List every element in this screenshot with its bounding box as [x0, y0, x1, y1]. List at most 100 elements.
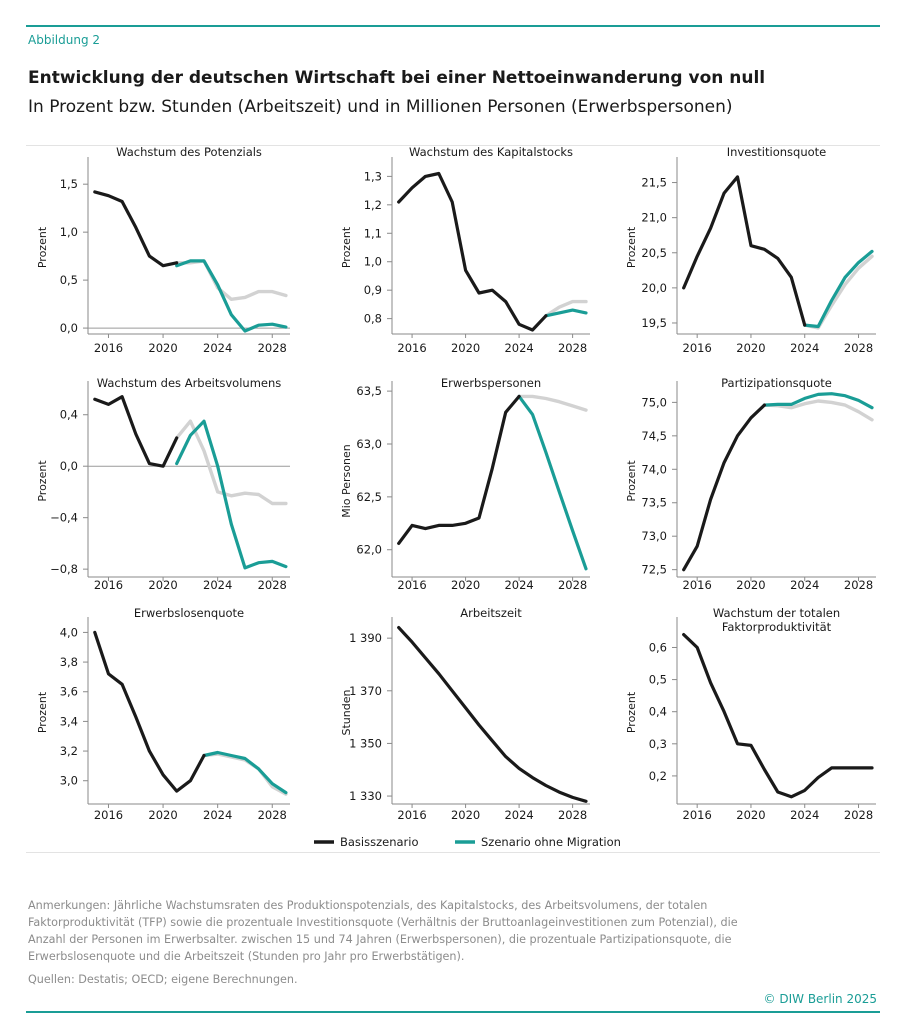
y-tick-label: 3,8 — [60, 655, 78, 669]
y-tick-label: 4,0 — [60, 625, 78, 639]
y-tick-label: 20,5 — [641, 246, 667, 260]
y-axis-label: Prozent — [625, 691, 638, 733]
x-tick-label: 2020 — [736, 808, 765, 822]
x-tick-label: 2016 — [397, 808, 426, 822]
y-tick-label: 62,5 — [356, 490, 382, 504]
x-tick-label: 2020 — [451, 341, 480, 355]
series-line-basis-overlap — [762, 399, 874, 422]
x-tick-label: 2020 — [451, 578, 480, 592]
x-tick-label: 2028 — [258, 578, 287, 592]
x-tick-label: 2016 — [94, 341, 123, 355]
x-tick-label: 2016 — [397, 341, 426, 355]
chart-title: Wachstum der totalen — [713, 606, 840, 620]
series-line-basis — [682, 633, 874, 799]
sources-text: Quellen: Destatis; OECD; eigene Berechnu… — [28, 973, 298, 986]
x-tick-label: 2028 — [844, 578, 873, 592]
x-tick-label: 2024 — [790, 808, 819, 822]
x-tick-label: 2016 — [397, 578, 426, 592]
y-tick-label: 0,5 — [60, 273, 78, 287]
y-tick-label: 0,3 — [649, 737, 667, 751]
x-tick-label: 2016 — [94, 808, 123, 822]
figure-label: Abbildung 2 — [28, 33, 101, 47]
bottom-rule — [26, 1011, 880, 1013]
x-tick-label: 2016 — [94, 578, 123, 592]
y-tick-label: 0,5 — [649, 673, 667, 687]
x-tick-label: 2028 — [844, 341, 873, 355]
x-tick-label: 2016 — [683, 808, 712, 822]
y-tick-label: 20,0 — [641, 281, 667, 295]
y-axis-label: Prozent — [625, 226, 638, 268]
series-line-migration — [517, 394, 588, 571]
y-tick-label: 1,0 — [60, 225, 78, 239]
x-tick-label: 2020 — [451, 808, 480, 822]
y-tick-label: 0,2 — [649, 769, 667, 783]
y-tick-label: 21,5 — [641, 176, 667, 190]
y-axis-label: Prozent — [36, 226, 49, 268]
series-line-basis-overlap — [175, 259, 288, 301]
y-tick-label: −0,4 — [50, 511, 78, 525]
chart-panel-5: Erwerbspersonen 62,0 62,5 63,0 63,5 2016 2020 2… — [340, 376, 590, 592]
y-tick-label: 1,1 — [364, 226, 382, 240]
chart-title: Faktorproduktivität — [722, 620, 832, 634]
y-tick-label: 72,5 — [641, 563, 667, 577]
chart-title: Partizipationsquote — [721, 376, 832, 390]
chart-grid: Wachstum des Potenzials 0,0 0,5 1,0 1,5 2016 2… — [36, 145, 876, 849]
x-tick-label: 2016 — [683, 341, 712, 355]
notes-text: Anmerkungen: Jährliche Wachstumsraten de… — [28, 899, 738, 963]
chart-panel-4: Wachstum des Arbeitsvolumens −0,8 −0,4 0,0 0… — [36, 376, 290, 592]
x-tick-label: 2024 — [203, 808, 232, 822]
chart-title: Wachstum des Potenzials — [116, 145, 262, 159]
series-line-migration — [544, 308, 588, 318]
y-tick-label: 0,6 — [649, 640, 667, 654]
series-line-basis — [93, 630, 206, 793]
x-tick-label: 2024 — [790, 578, 819, 592]
x-tick-label: 2020 — [736, 578, 765, 592]
y-tick-label: 0,0 — [60, 459, 78, 473]
series-line-basis — [397, 626, 588, 803]
y-tick-label: 1 350 — [349, 736, 382, 750]
y-tick-label: 62,0 — [356, 543, 382, 557]
y-tick-label: 75,0 — [641, 395, 667, 409]
x-tick-label: 2024 — [504, 808, 533, 822]
y-tick-label: 1,3 — [364, 169, 382, 183]
header-separator — [26, 145, 880, 146]
x-tick-label: 2028 — [558, 808, 587, 822]
y-tick-label: 73,5 — [641, 496, 667, 510]
x-tick-label: 2028 — [258, 341, 287, 355]
x-tick-label: 2020 — [148, 341, 177, 355]
series-line-basis — [682, 175, 807, 327]
x-tick-label: 2028 — [558, 341, 587, 355]
x-tick-label: 2024 — [203, 578, 232, 592]
series-line-basis-overlap — [544, 299, 588, 318]
y-tick-label: −0,8 — [50, 562, 78, 576]
y-tick-label: 0,4 — [649, 705, 667, 719]
legend-label-migration: Szenario ohne Migration — [481, 835, 621, 849]
chart-title: Erwerbslosenquote — [134, 606, 244, 620]
x-tick-label: 2028 — [258, 808, 287, 822]
y-tick-label: 74,5 — [641, 429, 667, 443]
y-tick-label: 1,0 — [364, 255, 382, 269]
series-line-basis-overlap — [803, 254, 874, 330]
y-tick-label: 0,8 — [364, 312, 382, 326]
footer-separator — [26, 852, 880, 853]
x-tick-label: 2016 — [683, 578, 712, 592]
y-tick-label: 63,0 — [356, 437, 382, 451]
chart-panel-1: Wachstum des Potenzials 0,0 0,5 1,0 1,5 2016 2… — [36, 145, 290, 355]
y-tick-label: 0,4 — [60, 408, 78, 422]
series-line-basis — [682, 403, 766, 572]
copyright-text: © DIW Berlin 2025 — [763, 992, 877, 1006]
y-tick-label: 19,5 — [641, 316, 667, 330]
series-line-basis-overlap — [517, 394, 588, 412]
x-tick-label: 2024 — [504, 578, 533, 592]
chart-panel-8: Arbeitszeit 1 330 1 350 1 370 1 390 2016 2020 2… — [340, 606, 590, 822]
chart-title: Investitionsquote — [727, 145, 827, 159]
y-tick-label: 1,5 — [60, 177, 78, 191]
x-tick-label: 2024 — [790, 341, 819, 355]
series-line-basis — [397, 394, 521, 545]
y-axis-label: Stunden — [340, 689, 353, 735]
series-line-migration — [175, 259, 288, 333]
y-tick-label: 1,2 — [364, 198, 382, 212]
figure-subtitle: In Prozent bzw. Stunden (Arbeitszeit) un… — [28, 97, 733, 117]
legend-label-basis: Basisszenario — [340, 835, 419, 849]
y-tick-label: 0,0 — [60, 321, 78, 335]
